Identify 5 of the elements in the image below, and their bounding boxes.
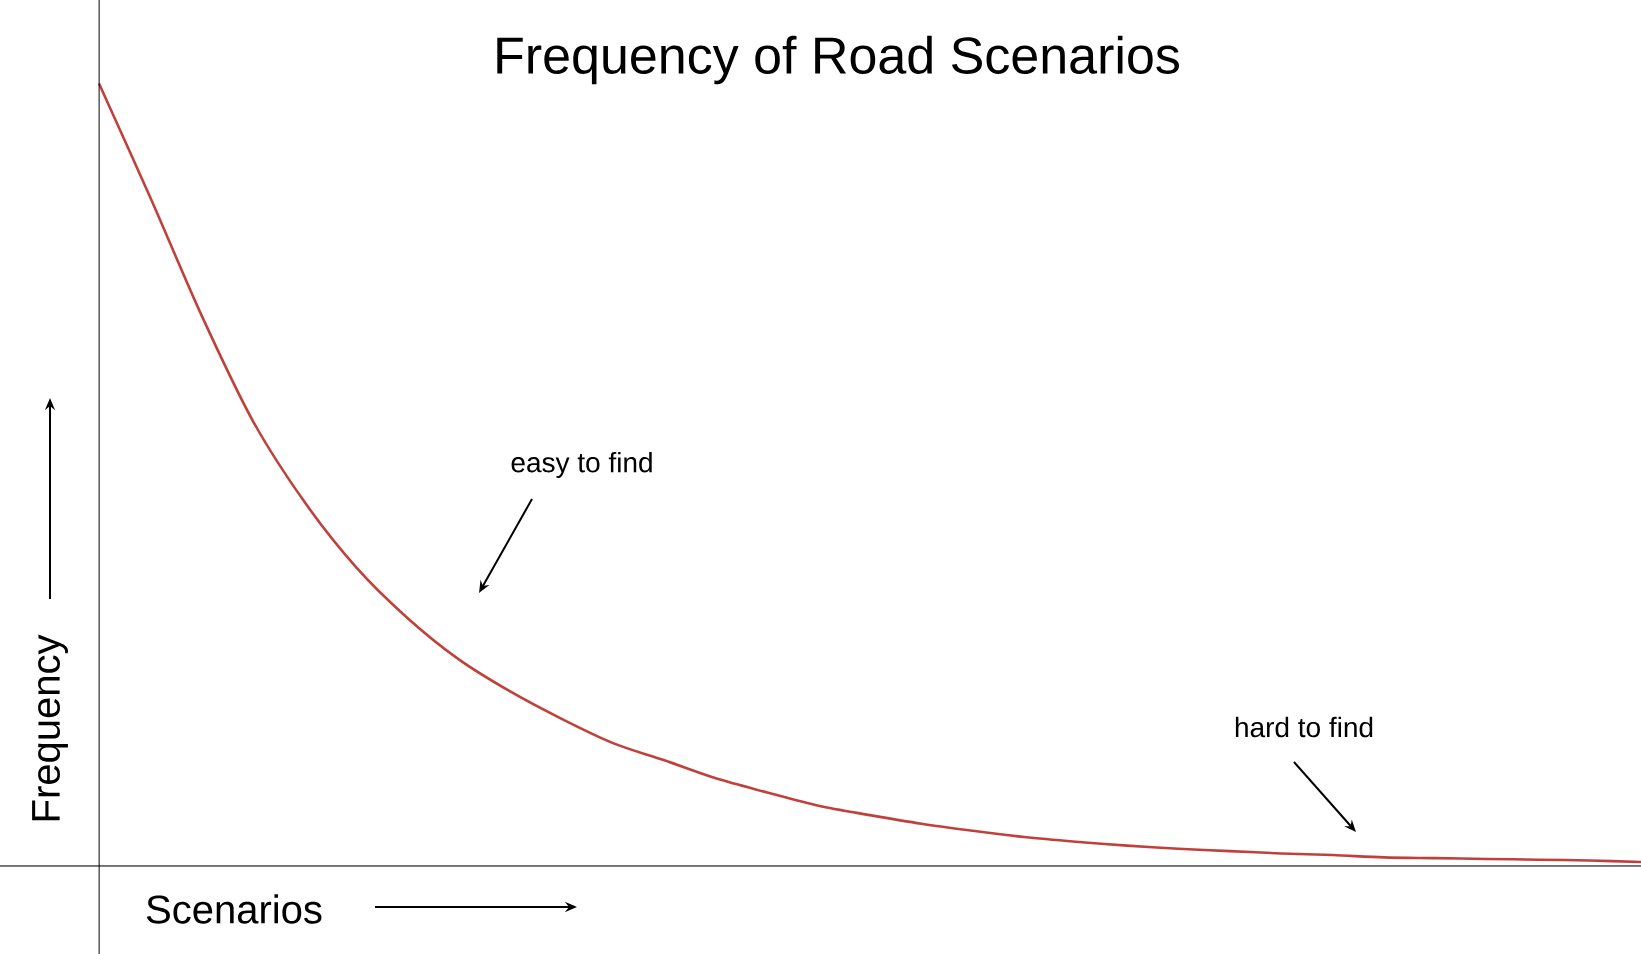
y-axis-title: Frequency — [32, 634, 68, 821]
chart-title: Frequency of Road Scenarios — [497, 35, 1179, 85]
x-axis-title: Scenarios — [146, 894, 322, 924]
annotation: easy to find — [511, 451, 652, 478]
annotation: hard to find — [1235, 716, 1373, 738]
